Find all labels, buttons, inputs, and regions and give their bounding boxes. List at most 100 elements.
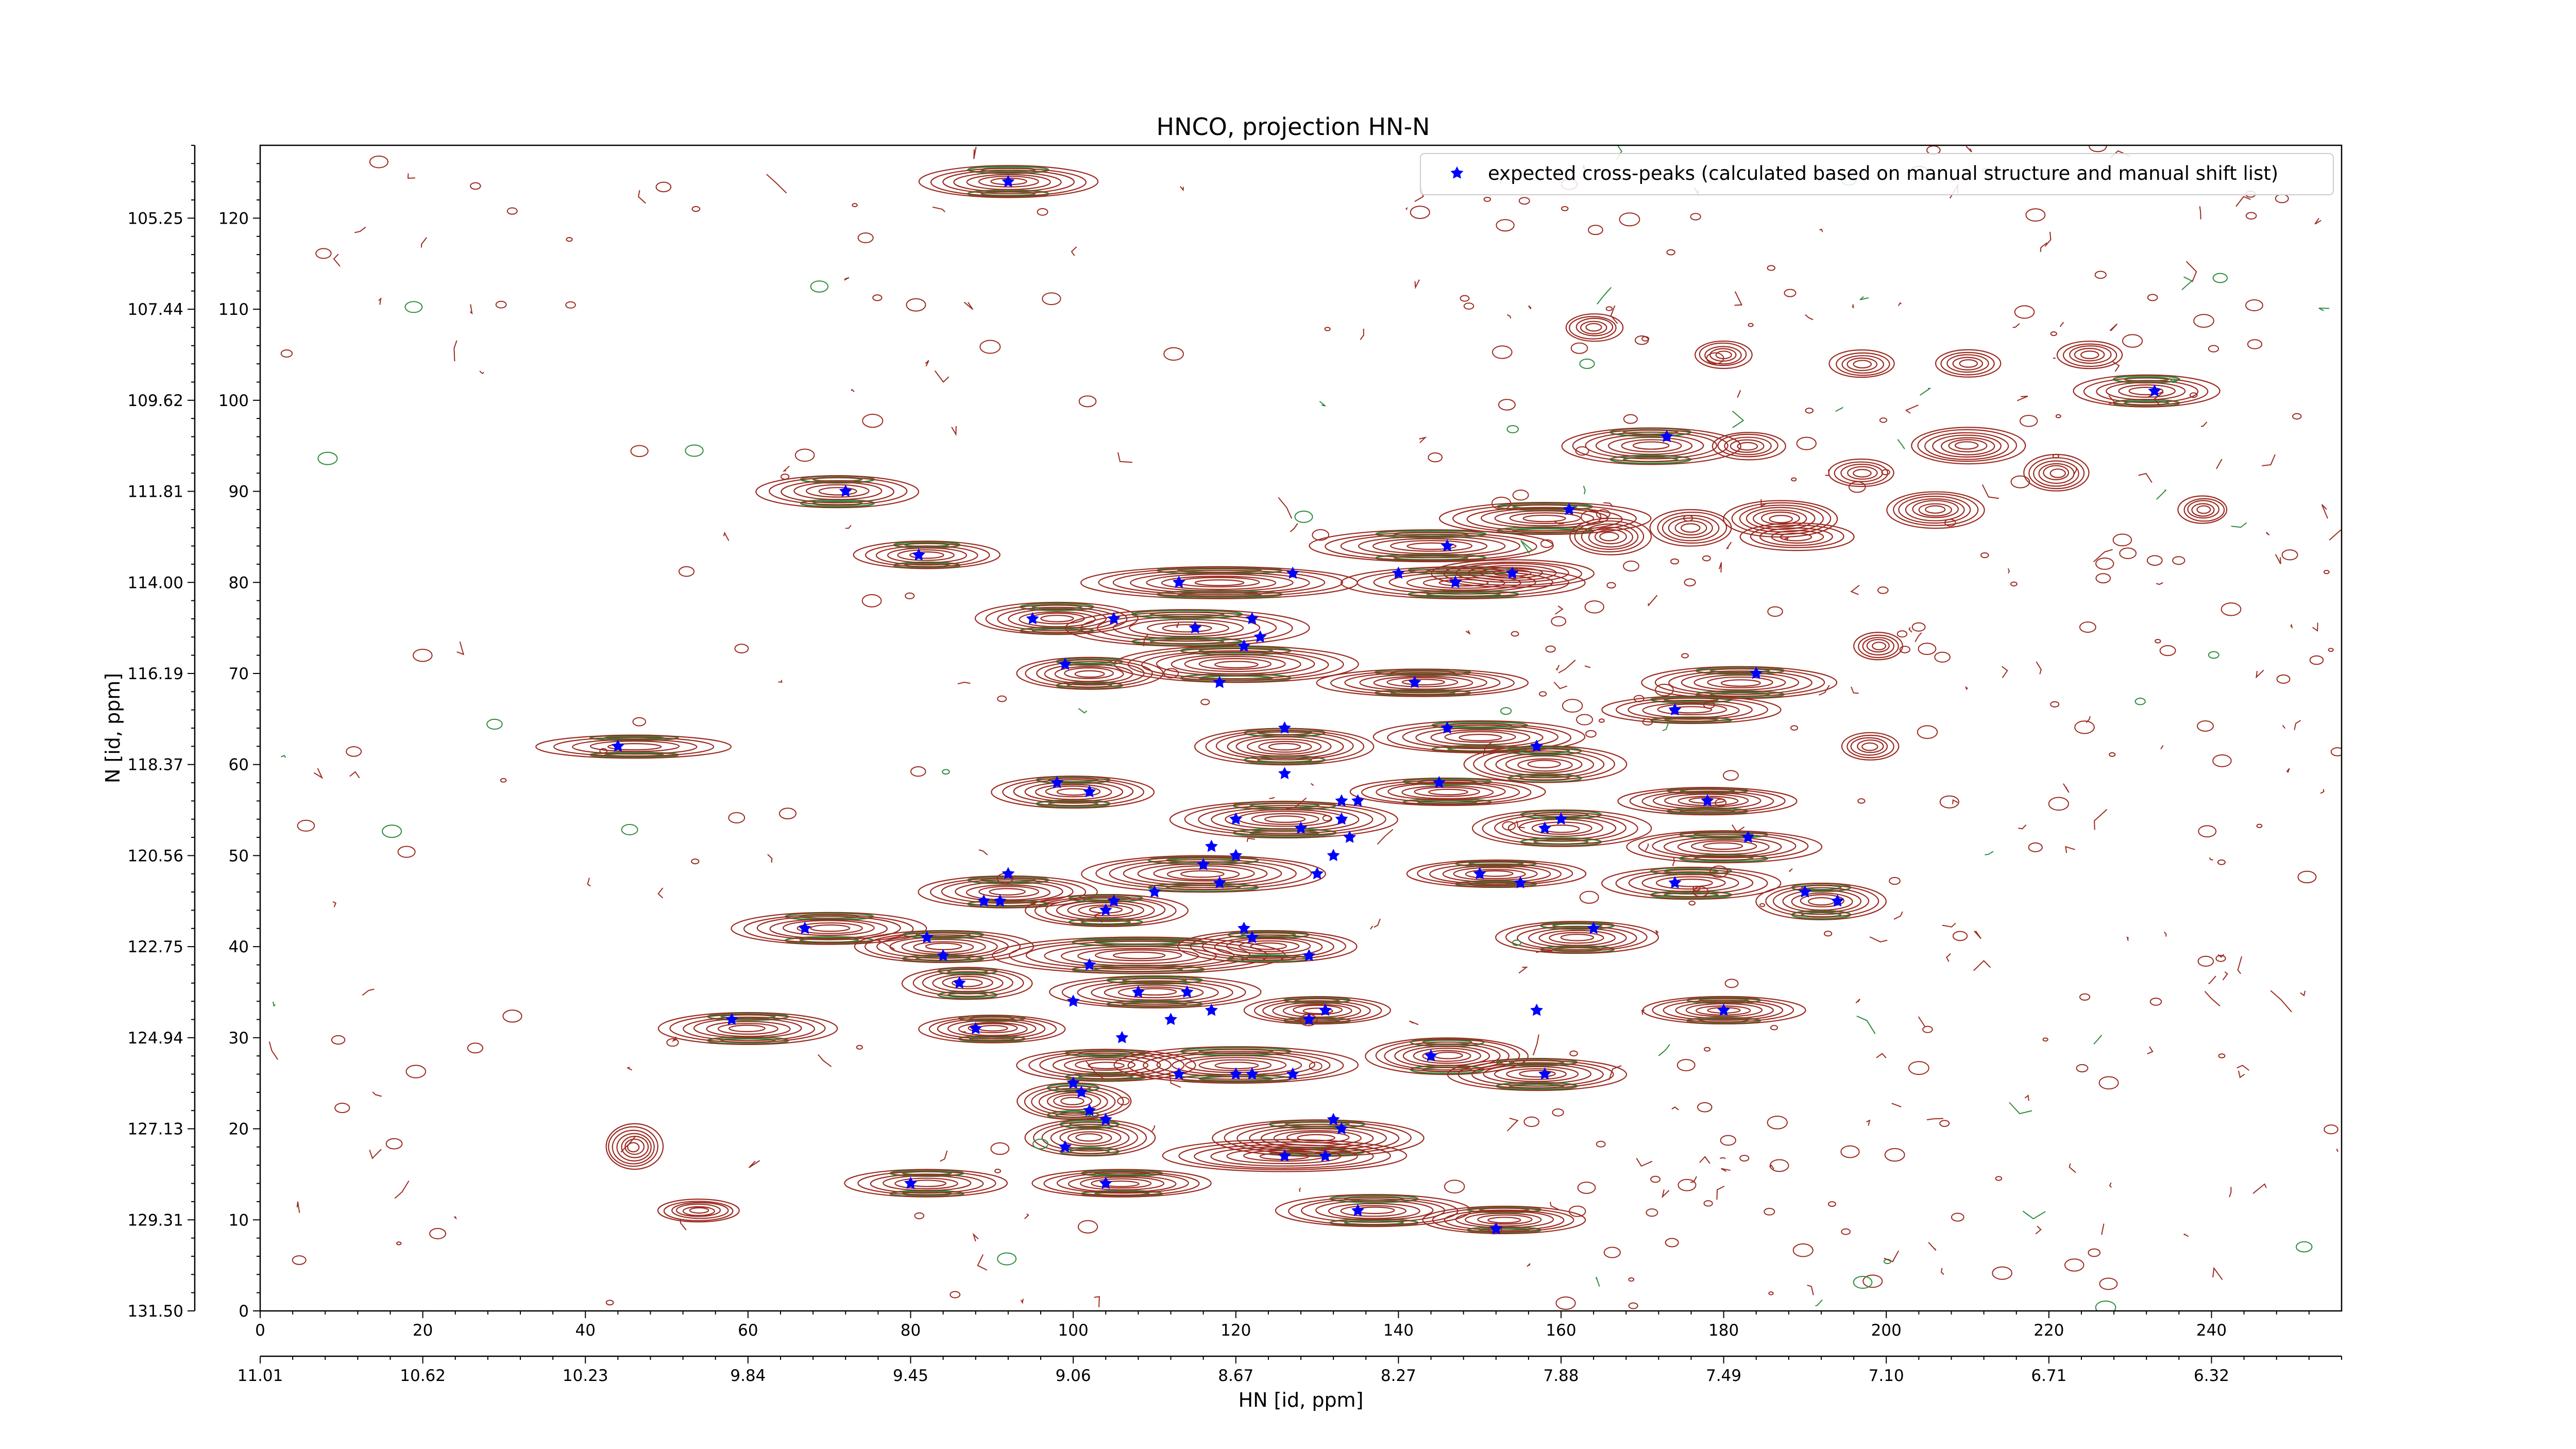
noise-contour	[782, 465, 790, 472]
peak-contour-cluster	[1649, 509, 1732, 547]
noise-contour	[977, 1254, 988, 1271]
noise-contour	[2336, 1149, 2338, 1152]
x-axis-label: HN [id, ppm]	[1239, 1389, 1364, 1411]
x-tick-label: 240	[2196, 1321, 2227, 1340]
noise-contour	[2160, 745, 2164, 750]
y-tick-label: 20	[229, 1120, 249, 1139]
noise-contour	[2238, 1070, 2245, 1079]
noise-contour	[2134, 698, 2146, 705]
noise-contour	[2300, 990, 2306, 997]
noise-contour	[599, 748, 608, 754]
noise-contour	[1575, 446, 1589, 456]
noise-contour	[2222, 971, 2228, 981]
noise-contour	[1697, 1102, 1713, 1113]
noise-contour	[1851, 686, 1859, 694]
y-tick-label: 60	[229, 756, 249, 774]
noise-contour	[2028, 842, 2043, 852]
noise-contour	[1168, 1072, 1181, 1088]
x-tick-label: 180	[1708, 1321, 1739, 1340]
noise-contour	[851, 389, 855, 393]
noise-contour	[2048, 797, 2070, 811]
peak-contour-cluster	[1755, 882, 1887, 920]
noise-contour	[315, 248, 332, 259]
noise-contour	[2200, 422, 2208, 427]
noise-contour	[621, 824, 638, 835]
noise-contour	[1945, 953, 1951, 962]
y-ppm-tick-label: 124.94	[128, 1029, 183, 1048]
noise-contour	[1884, 1148, 1905, 1162]
noise-contour	[1579, 890, 1599, 904]
y-ppm-tick-label: 127.13	[128, 1120, 183, 1139]
cross-peak-marker	[1351, 794, 1364, 807]
cross-peak-marker	[1587, 921, 1600, 934]
noise-contour	[1506, 1118, 1519, 1132]
peak-contour-cluster	[1569, 517, 1652, 555]
peak-contour-cluster	[1349, 777, 1546, 806]
noise-contour	[2189, 392, 2198, 398]
noise-contour	[2126, 936, 2129, 941]
x-axis-ppm: 11.01 10.62 10.23 9.84 9.45 9.06 8.67 8.27 7.88 7…	[238, 1356, 2342, 1385]
noise-contour	[845, 525, 852, 529]
noise-contour	[1498, 399, 1516, 411]
noise-contour	[2018, 824, 2027, 830]
noise-contour	[1855, 999, 1860, 1004]
x-tick-label: 80	[901, 1321, 921, 1340]
noise-contour	[2109, 1182, 2112, 1188]
noise-contour	[587, 878, 591, 887]
cross-peak-marker	[1075, 1085, 1088, 1098]
noise-contour	[1309, 1062, 1323, 1071]
peak-contour-cluster	[657, 1199, 740, 1223]
cross-peak-marker	[1229, 849, 1243, 862]
cross-peak-markers	[611, 175, 2161, 1235]
peak-contour-cluster	[1177, 930, 1358, 963]
noise-contour	[405, 1065, 427, 1079]
noise-contour	[1952, 931, 1968, 941]
cross-peak-marker	[1668, 703, 1682, 716]
cross-peak-marker	[1099, 903, 1112, 916]
noise-contour	[1876, 1053, 1887, 1058]
noise-contour	[1767, 265, 1776, 271]
noise-contour	[1725, 542, 1732, 549]
noise-contour	[1585, 730, 1597, 738]
noise-contour	[932, 206, 945, 213]
noise-contour	[502, 1009, 522, 1023]
noise-contour	[767, 854, 773, 863]
noise-contour	[1715, 798, 1727, 807]
noise-contour	[1716, 1186, 1725, 1200]
noise-contour	[2231, 522, 2247, 528]
peak-contour-cluster	[1711, 432, 1786, 461]
noise-contour	[486, 718, 503, 730]
noise-contour	[1884, 1250, 1900, 1262]
noise-contour	[2074, 720, 2095, 734]
noise-contour	[1819, 685, 1830, 696]
cross-peak-marker	[1318, 1149, 1332, 1162]
noise-contour	[2199, 206, 2201, 220]
legend-label: expected cross-peaks (calculated based o…	[1488, 162, 2278, 184]
y-tick-label: 110	[218, 300, 249, 319]
noise-contour	[2208, 651, 2219, 659]
noise-contour	[2069, 1163, 2076, 1173]
noise-contour	[2010, 475, 2030, 488]
noise-contour	[1312, 529, 1330, 541]
x-ppm-tick-label: 9.84	[730, 1367, 766, 1385]
cross-peak-marker	[1343, 830, 1357, 843]
noise-contour	[2217, 859, 2226, 865]
cross-peak-marker	[1660, 430, 1673, 443]
peak-contour-cluster	[1886, 491, 1985, 529]
noise-contour	[2328, 648, 2334, 652]
noise-contour	[1722, 770, 1739, 781]
noise-contour	[2042, 1037, 2048, 1042]
noise-contour	[1527, 1263, 1531, 1267]
peak-contour-cluster	[1935, 349, 2002, 378]
noise-contour	[479, 370, 484, 374]
peak-contour-cluster	[1365, 1037, 1529, 1075]
noise-contour	[1706, 352, 1724, 364]
noise-contour	[1908, 627, 1912, 633]
noise-contour	[2218, 1053, 2226, 1058]
noise-contour	[1319, 400, 1326, 407]
noise-contour	[2314, 217, 2321, 225]
noise-contour	[691, 206, 701, 212]
cross-peak-marker	[1294, 821, 1308, 834]
cross-peak-marker	[1245, 931, 1259, 943]
